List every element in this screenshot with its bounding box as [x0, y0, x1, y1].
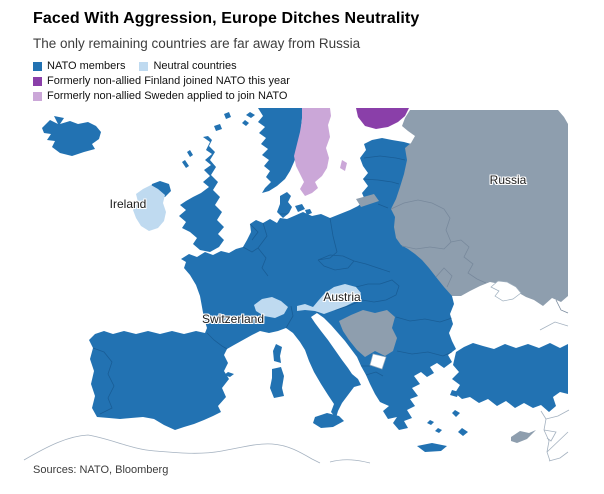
sources-text: Sources: NATO, Bloomberg	[33, 464, 169, 476]
map-label-switzerland: Switzerland	[201, 312, 265, 326]
islands-aegean	[427, 390, 468, 436]
region-kosovo	[369, 353, 387, 370]
legend-item-finland: Formerly non-allied Finland joined NATO …	[33, 75, 290, 88]
region-serbia-bosnia	[339, 310, 397, 357]
legend: NATO members Neutral countries Formerly …	[33, 60, 578, 103]
country-iceland	[42, 116, 101, 156]
nato-members-swatch	[33, 62, 42, 71]
uk-islands	[182, 112, 231, 168]
country-united-kingdom	[179, 136, 224, 252]
country-austria	[297, 284, 361, 314]
legend-label-neutral: Neutral countries	[153, 60, 237, 72]
legend-row-2: Formerly non-allied Finland joined NATO …	[33, 75, 578, 88]
island-cyprus	[511, 430, 536, 443]
country-denmark	[277, 192, 292, 218]
country-norway	[258, 108, 302, 193]
country-turkey	[452, 343, 568, 412]
region-kaliningrad	[356, 194, 379, 207]
page-title: Faced With Aggression, Europe Ditches Ne…	[33, 10, 420, 27]
subtitle: The only remaining countries are far awa…	[33, 36, 361, 51]
middle-east-outlines	[539, 321, 570, 462]
legend-item-neutral: Neutral countries	[139, 60, 237, 73]
legend-label-nato: NATO members	[47, 60, 126, 72]
island-corsica	[273, 344, 282, 363]
legend-item-sweden: Formerly non-allied Sweden applied to jo…	[33, 90, 288, 103]
island-sicily	[313, 413, 344, 428]
map-label-russia: Russia	[489, 173, 527, 187]
north-africa-coastline	[23, 434, 371, 464]
country-sweden	[294, 108, 331, 196]
map-label-ireland: Ireland	[109, 197, 147, 211]
islands-balearic	[204, 372, 234, 384]
country-finland	[356, 108, 409, 129]
legend-row-3: Formerly non-allied Sweden applied to jo…	[33, 90, 578, 103]
country-mainland-europe-nato	[89, 138, 492, 430]
norway-coastal-islands	[242, 112, 255, 126]
legend-row-1: NATO members Neutral countries	[33, 60, 578, 73]
region-russia-belarus-ukraine	[391, 110, 568, 306]
denmark-islands	[295, 204, 312, 215]
country-ireland	[133, 185, 166, 231]
finland-swatch	[33, 77, 42, 86]
island-crete	[417, 443, 447, 452]
neutral-countries-swatch	[139, 62, 149, 71]
sweden-swatch	[33, 92, 42, 101]
gray-internal-borders	[390, 199, 569, 314]
legend-label-sweden: Formerly non-allied Sweden applied to jo…	[47, 90, 288, 102]
map-label-austria: Austria	[323, 290, 361, 304]
header: Faced With Aggression, Europe Ditches Ne…	[33, 10, 578, 103]
legend-item-nato: NATO members	[33, 60, 125, 73]
region-crimea	[490, 280, 522, 302]
legend-label-finland: Formerly non-allied Finland joined NATO …	[47, 75, 290, 87]
island-sardinia	[270, 367, 284, 398]
island-gotland	[340, 160, 347, 171]
country-switzerland	[254, 297, 288, 318]
